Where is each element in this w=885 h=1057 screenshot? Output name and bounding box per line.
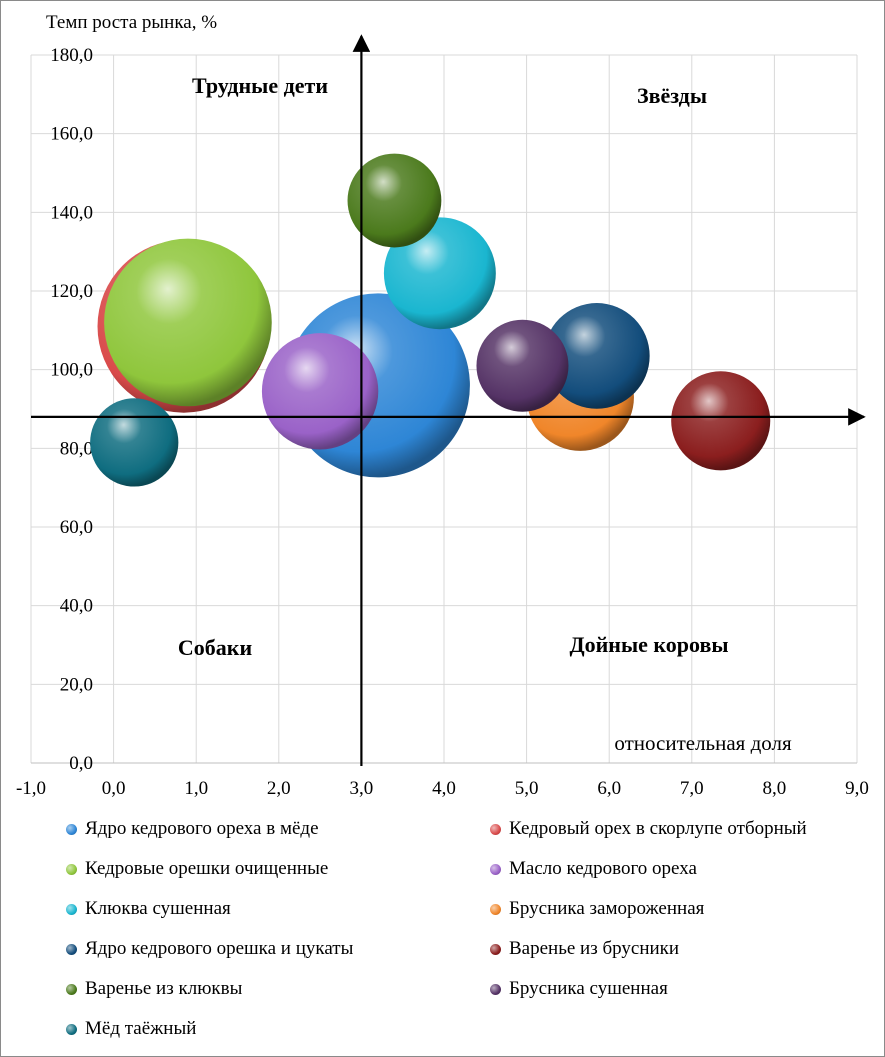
y-tick-label: 100,0 <box>50 360 93 381</box>
legend-marker <box>66 863 77 875</box>
legend-item: Мёд таёжный <box>66 1018 196 1040</box>
bubble-11 <box>90 398 179 487</box>
legend-marker <box>490 983 501 995</box>
bubble-3 <box>104 238 272 407</box>
bubble-5 <box>383 217 496 330</box>
legend-marker <box>66 1023 77 1035</box>
legend-item: Брусника сушенная <box>490 978 668 1000</box>
legend-item: Варенье из брусники <box>490 938 679 960</box>
x-tick-label: 3,0 <box>350 778 374 799</box>
legend-label: Брусника сушенная <box>509 978 668 999</box>
x-tick-label: 0,0 <box>102 778 126 799</box>
legend-item: Варенье из клюквы <box>66 978 242 1000</box>
legend-marker <box>490 943 501 955</box>
x-tick-label: 7,0 <box>680 778 704 799</box>
quadrant-label-bottom-right: Дойные коровы <box>569 632 728 657</box>
legend-marker <box>66 983 77 995</box>
legend-marker <box>490 903 501 915</box>
legend-marker <box>490 823 501 835</box>
legend-label: Ядро кедрового ореха в мёде <box>85 818 319 839</box>
bubble-7 <box>543 303 650 409</box>
legend-label: Кедровый орех в скорлупе отборный <box>509 818 807 839</box>
bubble-8 <box>671 371 771 471</box>
y-tick-label: 80,0 <box>60 438 93 459</box>
x-tick-label: 1,0 <box>184 778 208 799</box>
legend-label: Кедровые орешки очищенные <box>85 858 329 879</box>
x-tick-label: -1,0 <box>16 778 46 799</box>
bubble-9 <box>347 153 442 248</box>
legend-label: Варенье из клюквы <box>85 978 243 999</box>
legend-marker <box>66 903 77 915</box>
y-tick-label: 20,0 <box>60 674 93 695</box>
y-tick-label: 160,0 <box>50 124 93 145</box>
legend-item: Кедровый орех в скорлупе отборный <box>490 818 807 840</box>
x-tick-label: 2,0 <box>267 778 291 799</box>
y-tick-label: 180,0 <box>50 45 93 66</box>
x-tick-label: 6,0 <box>597 778 621 799</box>
legend-item: Клюква сушенная <box>66 898 231 920</box>
legend-marker <box>490 863 501 875</box>
y-tick-label: 60,0 <box>60 517 93 538</box>
y-axis-title: Темп роста рынка, % <box>46 12 218 33</box>
legend-item: Брусника замороженная <box>490 898 704 920</box>
legend-item: Ядро кедрового орешка и цукаты <box>66 938 353 960</box>
x-tick-label: 8,0 <box>763 778 787 799</box>
bubble-10 <box>476 319 569 412</box>
bubble-chart: 0,0 20,0 40,0 60,0 80,0 100,0 120,0 140,0 160,0 1… <box>16 34 869 799</box>
legend-label: Клюква сушенная <box>85 898 231 919</box>
x-tick-label: 4,0 <box>432 778 456 799</box>
legend-label: Мёд таёжный <box>85 1018 197 1039</box>
legend-label: Брусника замороженная <box>509 898 705 919</box>
quadrant-label-bottom-left: Собаки <box>178 635 253 660</box>
y-tick-label: 40,0 <box>60 596 93 617</box>
legend-marker <box>66 943 77 955</box>
y-tick-label: 120,0 <box>50 281 93 302</box>
legend-item: Масло кедрового ореха <box>490 858 697 880</box>
quadrant-label-top-left: Трудные дети <box>192 73 328 98</box>
bubble-4 <box>261 333 379 450</box>
x-tick-label: 5,0 <box>515 778 539 799</box>
quadrant-label-top-right: Звёзды <box>637 83 707 108</box>
x-tick-label: 9,0 <box>845 778 869 799</box>
legend-item: Ядро кедрового ореха в мёде <box>66 818 319 840</box>
x-axis-title: относительная доля <box>614 731 792 755</box>
legend-label: Ядро кедрового орешка и цукаты <box>85 938 354 959</box>
y-tick-label: 0,0 <box>69 753 93 774</box>
legend-label: Масло кедрового ореха <box>509 858 697 879</box>
y-tick-label: 140,0 <box>50 202 93 223</box>
legend-item: Кедровые орешки очищенные <box>66 858 328 880</box>
legend-marker <box>66 823 77 835</box>
legend-label: Варенье из брусники <box>509 938 680 959</box>
